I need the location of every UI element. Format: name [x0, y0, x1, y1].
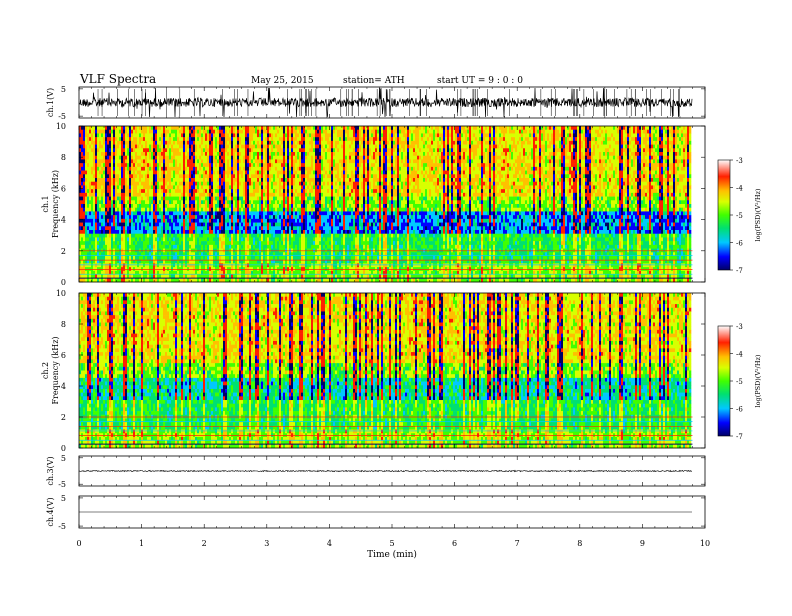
start-time-label: start UT = 9 : 0 : 0	[437, 76, 523, 86]
x-tick-label-8: 8	[577, 539, 582, 548]
x-tick-label-4: 4	[327, 539, 332, 548]
ch3-wave-ytick-bottom: -5	[58, 480, 66, 489]
ch1-spec-ylabel: ch.1Frequency (kHz)	[41, 170, 60, 238]
ch1-wave-ytick-top: 5	[61, 85, 66, 94]
ch2-spec-ytick-6: 6	[61, 351, 66, 360]
ch1-colorbar-tick--3: -3	[736, 157, 743, 165]
ch1-wave-ytick-bottom: -5	[58, 112, 66, 121]
date-label: May 25, 2015	[251, 76, 314, 86]
x-tick-label-6: 6	[452, 539, 457, 548]
ch3-wave-ylabel: ch.3(V)	[46, 456, 55, 485]
ch2-spec-ylabel: ch.2Frequency (kHz)	[41, 336, 60, 404]
ch1-spec-ytick-8: 8	[61, 153, 66, 162]
ch1-spec-ytick-0: 0	[61, 278, 66, 287]
ch2-colorbar-tick--3: -3	[736, 323, 743, 331]
ch1-spec-ytick-4: 4	[61, 216, 66, 225]
ch1-colorbar-tick--6: -6	[736, 240, 743, 248]
ch1-waveform-panel: 5 -5ch.1(V)	[46, 85, 705, 121]
ch2-spec-ytick-10: 10	[56, 289, 66, 298]
x-tick-label-10: 10	[700, 539, 710, 548]
ch4-wave-ylabel: ch.4(V)	[46, 497, 55, 526]
ch4-wave-ytick-top: 5	[61, 494, 66, 503]
figure-title: VLF Spectra	[79, 72, 156, 86]
ch1-colorbar-tick--5: -5	[736, 212, 743, 220]
station-label: station= ATH	[343, 76, 405, 86]
ch2-colorbar-bar	[718, 326, 730, 436]
ch2-colorbar-tick--6: -6	[736, 406, 743, 414]
ch1-spec-cells	[79, 126, 691, 282]
ch1-colorbar-label: log(PSD)(V²/Hz)	[754, 188, 762, 241]
ch2-spec-ytick-0: 0	[61, 444, 66, 453]
ch1-spec-ytick-10: 10	[56, 122, 66, 131]
ch1-spectrogram-panel: 0 2 4 6 8 10 ch.1Frequency (kHz)	[41, 122, 705, 287]
ch1-spec-ytick-6: 6	[61, 184, 66, 193]
ch2-spec-ytick-2: 2	[61, 413, 66, 422]
ch1-colorbar-bar	[718, 160, 730, 270]
x-tick-label-0: 0	[76, 539, 81, 548]
ch3-waveform-panel: 5 -5ch.3(V)	[46, 454, 705, 489]
ch1-wave-trace	[79, 88, 692, 117]
ch1-colorbar-tick--4: -4	[736, 185, 743, 193]
ch1-colorbar-tick--7: -7	[736, 267, 743, 275]
ch2-colorbar: -3 -4 -5 -6 -7 log(PSD)(V²/Hz)	[718, 323, 762, 441]
ch2-colorbar-tick--7: -7	[736, 433, 743, 441]
ch2-spec-cells	[79, 293, 691, 448]
x-tick-label-3: 3	[264, 539, 269, 548]
x-tick-label-9: 9	[640, 539, 645, 548]
ch2-spec-ytick-8: 8	[61, 320, 66, 329]
ch2-spectrogram-panel: 0 2 4 6 8 10 ch.2Frequency (kHz)	[41, 289, 705, 453]
ch4-waveform-panel: 5 -5ch.4(V)	[46, 494, 705, 531]
ch2-colorbar-tick--4: -4	[736, 351, 743, 359]
x-tick-label-7: 7	[515, 539, 520, 548]
ch3-wave-ytick-top: 5	[61, 454, 66, 463]
x-tick-label-5: 5	[389, 539, 394, 548]
ch1-wave-ylabel: ch.1(V)	[46, 88, 55, 117]
ch1-spec-ytick-2: 2	[61, 247, 66, 256]
ch4-wave-ytick-bottom: -5	[58, 522, 66, 531]
x-tick-label-2: 2	[202, 539, 207, 548]
x-axis-label: Time (min)	[367, 549, 417, 560]
time-axis: 0 1 2 3 4 5 6 7 8 9 10	[76, 539, 710, 548]
ch2-colorbar-tick--5: -5	[736, 378, 743, 386]
ch3-wave-trace	[79, 470, 692, 471]
ch2-spec-ytick-4: 4	[61, 382, 66, 391]
ch2-colorbar-label: log(PSD)(V²/Hz)	[754, 354, 762, 407]
x-tick-label-1: 1	[139, 539, 144, 548]
ch1-colorbar: -3 -4 -5 -6 -7 log(PSD)(V²/Hz)	[718, 157, 762, 275]
